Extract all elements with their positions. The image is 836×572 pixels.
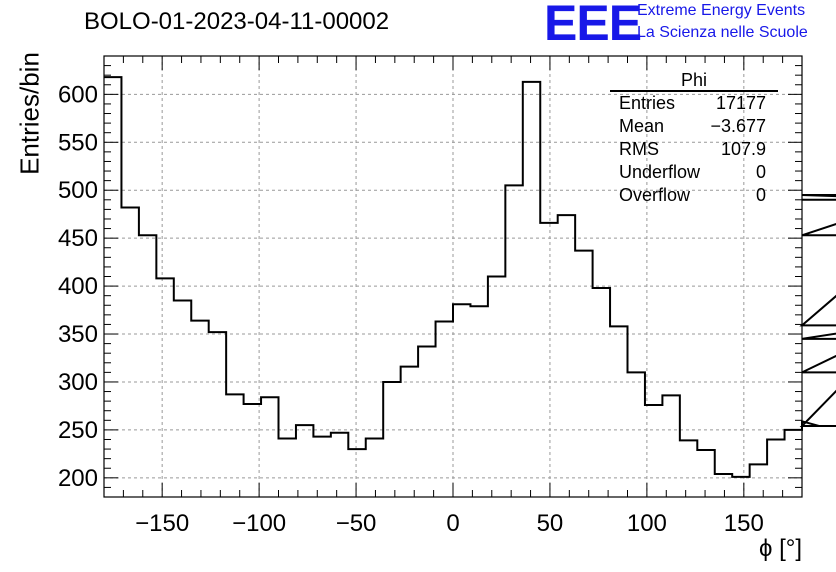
y-tick-label: 550 [58,129,98,156]
x-tick-label: 150 [724,510,764,537]
x-tick-label: 0 [446,510,459,537]
stats-label: Overflow [619,185,691,205]
x-tick-label: −100 [232,510,286,537]
plot-frame [103,55,803,498]
y-tick-label: 500 [58,177,98,204]
logo-line-1: Extreme Energy Events [637,2,806,19]
stats-box: Phi Entries 17177 Mean −3.677 RMS 107.9 … [610,70,778,207]
stats-value: 0 [755,185,766,205]
y-tick-label: 400 [58,273,98,300]
x-tick-label: −150 [135,510,189,537]
x-tick-label: −50 [336,510,377,537]
stats-row-rms: RMS 107.9 [610,138,778,161]
stats-title: Phi [610,70,778,92]
logo-line-2: La Scienza nelle Scuole [637,24,808,41]
plot-title: BOLO-01-2023-04-11-00002 [84,8,390,35]
stats-row-mean: Mean −3.677 [610,115,778,138]
histogram-line [104,76,836,478]
stats-value: 17177 [715,93,766,113]
y-tick-label: 200 [58,465,98,492]
y-tick-label: 450 [58,225,98,252]
y-tick-label: 250 [58,417,98,444]
y-tick-label: 600 [58,81,98,108]
stats-value: 107.9 [720,139,766,159]
stats-label: Entries [619,93,676,113]
stats-value: −3.677 [710,116,766,136]
x-axis-label: ϕ [°] [758,535,802,562]
stats-label: Underflow [619,162,701,182]
stats-label: RMS [619,139,659,159]
stats-label: Mean [619,116,665,136]
x-tick-label: 50 [537,510,564,537]
x-tick-label: 100 [627,510,667,537]
y-tick-label: 300 [58,369,98,396]
stats-value: 0 [755,162,766,182]
y-axis-label: Entries/bin [14,52,45,175]
eee-logo: EEE [544,0,642,51]
stats-row-underflow: Underflow 0 [610,161,778,184]
stats-row-entries: Entries 17177 [610,92,778,115]
y-tick-label: 350 [58,321,98,348]
stats-row-overflow: Overflow 0 [610,184,778,207]
